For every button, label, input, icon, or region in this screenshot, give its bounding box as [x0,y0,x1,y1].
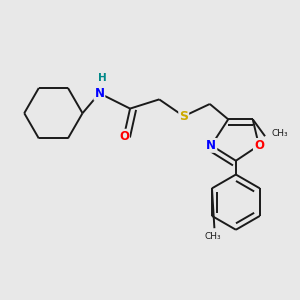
Text: O: O [119,130,129,143]
Text: S: S [179,110,188,123]
Text: O: O [254,139,264,152]
Text: CH₃: CH₃ [205,232,221,241]
Text: H: H [98,73,107,83]
Text: CH₃: CH₃ [271,129,288,138]
Text: N: N [206,139,216,152]
Text: N: N [94,87,104,100]
